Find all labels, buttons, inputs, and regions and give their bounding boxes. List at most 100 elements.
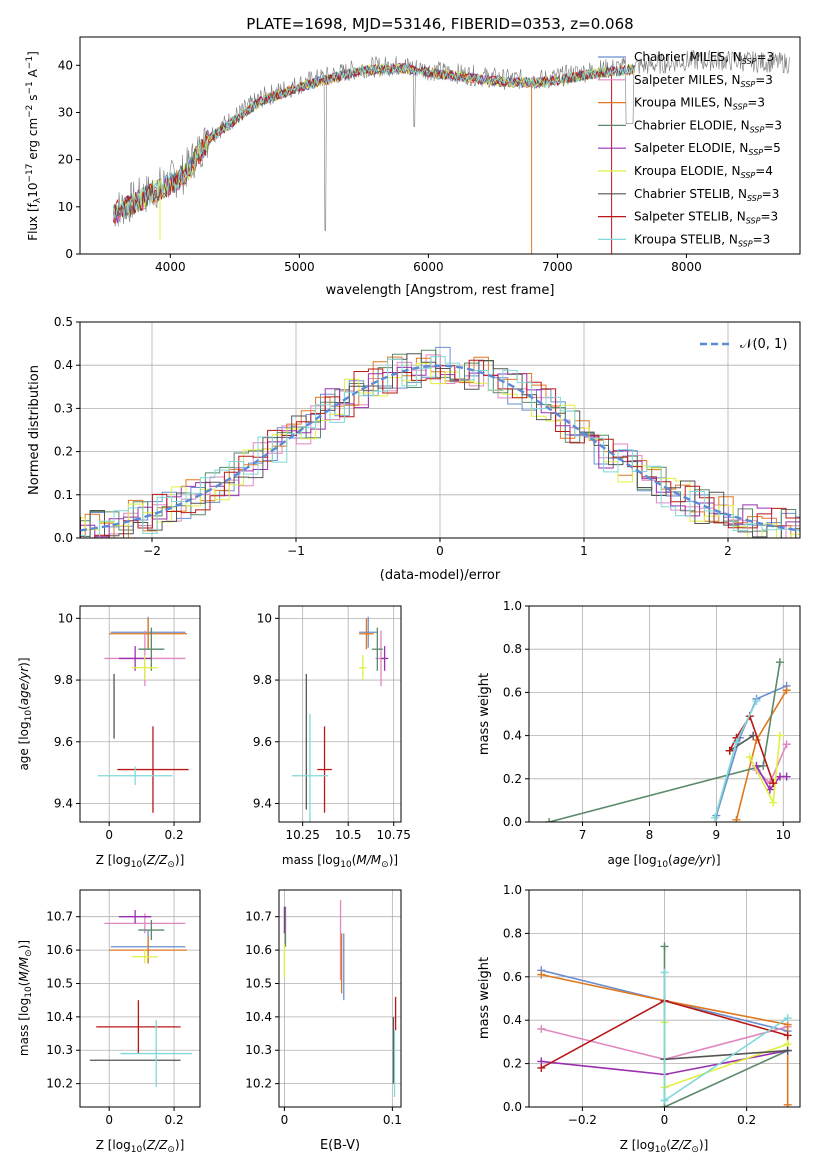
panel-age_vs_mass: 10.25 10.5 10.75 9.4 9.6 9.8 10 mass [log10(M/M… (253, 605, 411, 870)
weight-line (664, 1049, 788, 1061)
errorbar-point-salpeter_elodie (118, 646, 152, 671)
y-tick-label: 0.2 (503, 772, 522, 786)
axes: 0 0.1 10.2 10.3 10.4 10.5 10.6 10.7 E(B-V) (245, 889, 402, 1153)
y-tick-label: 0.5 (54, 315, 73, 329)
model-line-chabrier_miles (113, 64, 636, 224)
plus-marker (660, 968, 669, 977)
errorbar-point-salpeter_stelib (96, 1000, 181, 1054)
y-tick-label: 30 (58, 105, 73, 119)
plus-marker (537, 1024, 546, 1033)
errorbar-point-salpeter_elodie (118, 910, 152, 924)
panel-weight_vs_z: −0.2 0 0.2 0.0 0.2 0.4 0.6 0.8 1.0 Z [log10(Z/Z⊙)… (477, 883, 801, 1155)
y-tick-label: 0.6 (503, 685, 522, 699)
y-axis-label: mass weight (477, 957, 492, 1039)
weight-series-chabrier_elodie (545, 658, 784, 822)
x-tick-label: 0 (436, 544, 444, 558)
x-tick-label: 0 (105, 1113, 113, 1127)
y-tick-label: 0.8 (503, 642, 522, 656)
x-tick-label: 0.2 (165, 828, 184, 842)
x-tick-label: 0 (105, 828, 113, 842)
y-tick-label: 0 (65, 247, 73, 261)
panel-mass_vs_z: 0 0.2 10.2 10.3 10.4 10.5 10.6 10.7 Z [log10(Z/Z… (17, 889, 201, 1155)
y-tick-label: 0.1 (54, 488, 73, 502)
plus-marker (769, 779, 778, 788)
weight-series-kroupa_miles (732, 686, 791, 822)
errorbar-point-kroupa_stelib (120, 1020, 192, 1087)
x-tick-label: 0 (281, 1113, 289, 1127)
y-tick-label: 10.2 (245, 1077, 272, 1091)
errorbar-point-chabrier_miles (359, 616, 378, 648)
plus-marker (783, 1046, 792, 1055)
y-tick-label: 10.3 (245, 1043, 272, 1057)
y-tick-label: 10.4 (245, 1010, 272, 1024)
errorbar-point-chabrier_elodie (138, 920, 165, 941)
plus-marker (775, 658, 784, 667)
axes: 0 0.2 9.4 9.6 9.8 10 Z [log10(Z/Z⊙)] age [log10… (17, 605, 201, 870)
panel-age_vs_z: 0 0.2 9.4 9.6 9.8 10 Z [log10(Z/Z⊙)] age [log10… (17, 605, 201, 870)
axes: 10.25 10.5 10.75 9.4 9.6 9.8 10 mass [log10(M/M… (253, 605, 411, 870)
y-axis-label: age [log10(age/yr)] (17, 657, 34, 770)
y-tick-label: 10.5 (245, 976, 272, 990)
panel-spectrum: 4000 5000 6000 7000 8000 0 10 20 30 40 wavelength … (25, 36, 801, 298)
plus-marker (775, 731, 784, 740)
errorbar-point-chabrier_elodie (138, 627, 165, 671)
errorbar-point-kroupa_stelib (291, 714, 329, 822)
y-tick-label: 0.6 (503, 970, 522, 984)
y-tick-label: 9.6 (253, 735, 272, 749)
plus-marker (537, 1063, 546, 1072)
x-tick-label: 10.25 (285, 828, 319, 842)
weight-line (548, 662, 781, 822)
y-tick-label: 10.7 (46, 910, 73, 924)
legend-entry: Chabrier ELODIE, NSSP=3 (634, 118, 782, 134)
axes-frame (278, 889, 402, 1108)
legend-entry: Chabrier STELIB, NSSP=3 (634, 187, 779, 203)
axes: −2 −1 0 1 2 0.0 0.1 0.2 0.3 0.4 0.5 (data-model)/er… (27, 315, 801, 583)
x-tick-label: 8000 (671, 260, 702, 274)
x-tick-label: −0.2 (568, 1113, 597, 1127)
legend-entry: Salpeter STELIB, NSSP=3 (634, 210, 778, 226)
x-tick-label: −2 (143, 544, 161, 558)
x-axis-label: E(B-V) (320, 1138, 360, 1153)
x-tick-label: 10 (776, 828, 791, 842)
axes-frame (79, 889, 201, 1108)
plus-marker (782, 686, 791, 695)
errorbar-point-kroupa_elodie (131, 655, 158, 681)
plot-area (283, 900, 397, 1097)
plus-marker (725, 746, 734, 755)
legend-entry: Salpeter MILES, NSSP=3 (634, 73, 773, 89)
errorbar-point-kroupa_miles (109, 936, 188, 964)
y-tick-label: 0.0 (503, 1100, 522, 1114)
x-tick-label: 2 (724, 544, 732, 558)
normal-curve (79, 364, 801, 532)
x-axis-label: Z [log10(Z/Z⊙)] (96, 853, 185, 870)
errorbar-point-kroupa_elodie (359, 655, 367, 681)
x-tick-label: 0 (661, 1113, 669, 1127)
x-tick-label: −1 (287, 544, 305, 558)
panel-weight_vs_age: 7 8 9 10 0.0 0.2 0.4 0.6 0.8 1.0 age [log10(age/yr… (477, 599, 801, 870)
plus-marker (545, 818, 554, 822)
y-tick-label: 9.4 (54, 796, 73, 810)
plus-marker (783, 1100, 792, 1107)
y-tick-label: 9.6 (54, 735, 73, 749)
y-tick-label: 1.0 (503, 883, 522, 897)
x-tick-label: 0.2 (737, 1113, 756, 1127)
x-tick-label: 9 (713, 828, 721, 842)
axes: 7 8 9 10 0.0 0.2 0.4 0.6 0.8 1.0 age [log10(age/yr… (477, 599, 801, 870)
y-axis-label: Flux [fλ10−17 erg cm−2 s−1 A−1] (25, 51, 43, 241)
errorbar-point-kroupa_miles (109, 618, 188, 650)
y-tick-label: 0.4 (503, 1013, 522, 1027)
x-tick-label: 7 (579, 828, 587, 842)
y-tick-label: 9.4 (253, 796, 272, 810)
x-tick-label: 0.2 (165, 1113, 184, 1127)
y-tick-label: 0.4 (503, 729, 522, 743)
weight-series-kroupa_elodie (745, 731, 784, 807)
axes-frame (79, 36, 801, 255)
plot-area (291, 616, 389, 822)
y-tick-label: 10.2 (46, 1077, 73, 1091)
x-tick-label: 5000 (284, 260, 315, 274)
panel-residuals: −2 −1 0 1 2 0.0 0.1 0.2 0.3 0.4 0.5 (data-model)/er… (27, 315, 801, 583)
y-tick-label: 0.0 (503, 815, 522, 829)
weight-series-chabrier_stelib (660, 1046, 792, 1064)
y-tick-label: 0.8 (503, 926, 522, 940)
